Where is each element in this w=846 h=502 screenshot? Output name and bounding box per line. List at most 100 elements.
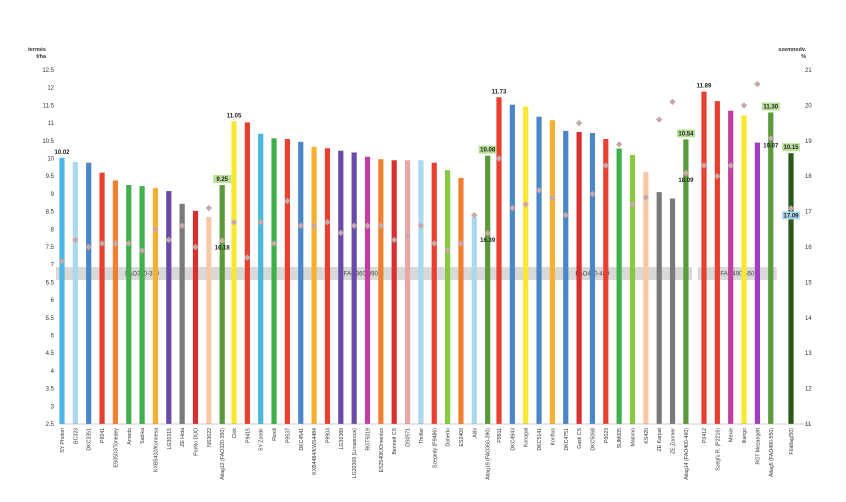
category-label: KS420 (644, 428, 650, 444)
bar-value-label: 11.30 (763, 104, 778, 110)
group-band-label: FAO490-550 (720, 272, 755, 278)
category-label: Átlag19 (FAO360-390) (485, 428, 492, 480)
left-tick-label: 12.5 (42, 68, 54, 74)
moisture-value-label: 18.09 (678, 178, 694, 184)
moisture-marker (575, 119, 583, 127)
right-tick-label: 14 (805, 316, 812, 322)
category-label: P9911 (497, 428, 503, 443)
bar (179, 203, 185, 424)
moisture-value-label: 16.39 (480, 238, 496, 244)
bar (219, 185, 225, 424)
moisture-value-label: 16.18 (215, 246, 231, 252)
right-tick-label: 16 (805, 245, 812, 251)
category-label: DKC4751 (564, 428, 570, 451)
category-label: Gasti CS (577, 427, 583, 448)
category-label: Portilo DUO (194, 428, 200, 456)
bar (166, 191, 172, 424)
right-axis-title-line1: szemnedv. (778, 47, 806, 53)
right-tick-label: 18 (805, 174, 812, 180)
bar (549, 120, 555, 424)
bar (768, 112, 774, 424)
moisture-marker (549, 194, 556, 201)
moisture-marker (324, 219, 331, 226)
category-labels: SY Photon BC323 DKC3351 P9241 ES0503/Tonedey… (60, 427, 795, 479)
bar-value-label: 11.73 (492, 89, 507, 95)
moisture-marker (535, 187, 543, 194)
bar-value-label: 11.05 (227, 113, 242, 119)
bar (563, 130, 569, 424)
left-tick-label: 8.5 (46, 210, 55, 216)
moisture-marker (602, 162, 609, 169)
category-label: DKC4541 (299, 428, 305, 451)
moisture-marker (787, 205, 795, 212)
bar (298, 141, 304, 424)
bar (616, 148, 622, 424)
right-tick-label: 12 (805, 387, 812, 393)
bar-value-label: 9.25 (216, 177, 228, 183)
right-tick-label: 13 (805, 351, 812, 357)
bar-value-highlight (213, 175, 232, 184)
moisture-marker (112, 240, 119, 247)
category-label: Átlag14 (FAO400-460) (683, 428, 690, 480)
group-band (228, 267, 494, 281)
left-tick-label: 2.5 (46, 422, 55, 428)
category-label: P0412 (702, 428, 708, 443)
bar (126, 185, 132, 424)
bar (509, 104, 515, 424)
bar (271, 138, 277, 424)
moisture-marker (377, 222, 385, 229)
moisture-marker (404, 233, 411, 240)
bar (741, 115, 747, 424)
bar (206, 216, 212, 424)
moisture-marker (522, 201, 529, 208)
bar (152, 187, 159, 424)
bar (728, 110, 734, 425)
bar-value-highlight (478, 145, 497, 154)
bar (683, 139, 689, 424)
bar (714, 101, 720, 424)
moisture-marker (495, 155, 503, 162)
moisture-marker (350, 222, 358, 229)
bar (418, 160, 424, 424)
category-label: Anredo (127, 428, 133, 445)
moisture-marker (682, 169, 690, 177)
category-label: LG30389 (339, 428, 345, 449)
category-label: DKC5141 (537, 428, 543, 451)
group-bands: FAO320-350FAO360-390FAO400-460FAO490-550 (56, 267, 777, 281)
left-axis-title-line1: termés (28, 47, 46, 53)
moisture-marker (615, 141, 623, 148)
moisture-marker (58, 257, 66, 265)
moisture-marker (471, 211, 478, 219)
bar (523, 106, 529, 424)
left-tick-label: 8 (51, 227, 55, 233)
bar (258, 133, 264, 424)
right-tick-label: 17 (805, 210, 812, 216)
category-label: ES0503/Tonedey (113, 428, 119, 468)
category-label: SY Zondir (259, 428, 265, 451)
moisture-marker (125, 240, 132, 247)
moisture-marker (509, 204, 516, 212)
moisture-marker (431, 240, 438, 247)
left-tick-label: 4.5 (46, 351, 55, 357)
bar-value-highlight (782, 143, 800, 152)
category-label: ES2540K/Omentos (379, 428, 385, 473)
left-tick-label: 6 (51, 298, 55, 304)
category-label: P9415 (245, 428, 251, 443)
bar (192, 210, 199, 424)
bar (589, 133, 596, 424)
category-label: Konagal (524, 428, 530, 447)
bar (139, 186, 145, 424)
moisture-marker (192, 243, 199, 251)
moisture-marker (444, 247, 451, 254)
category-label: P9537 (285, 428, 291, 443)
bar (701, 91, 707, 425)
category-label: DKC4943 (510, 428, 516, 451)
category-label: DKC5068 (590, 428, 596, 451)
category-label: RGT5019 (366, 428, 372, 451)
bar (99, 172, 105, 424)
moisture-markers (58, 80, 795, 265)
bar (603, 139, 609, 424)
bar (576, 131, 582, 424)
moisture-marker (230, 219, 238, 226)
